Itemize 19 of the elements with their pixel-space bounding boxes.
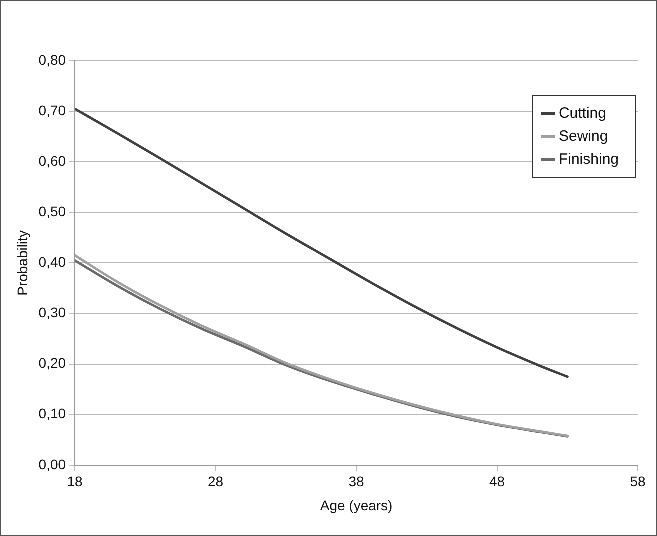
y-tick-label: 0,70 — [38, 102, 66, 118]
x-tick-label: 38 — [348, 474, 365, 490]
legend-label: Cutting — [558, 105, 606, 122]
y-tick-label: 0,40 — [38, 254, 66, 270]
x-tick-label: 48 — [489, 474, 506, 490]
y-tick-label: 0,60 — [38, 152, 66, 169]
x-tick-label: 28 — [208, 474, 224, 490]
legend-label: Finishing — [558, 151, 619, 168]
legend-label: Sewing — [558, 128, 608, 145]
y-axis-title: Probability — [14, 230, 30, 296]
y-tick-label: 0,00 — [38, 456, 66, 472]
y-tick-label: 0,20 — [38, 355, 66, 372]
x-tick-label: 58 — [630, 474, 646, 490]
y-tick-label: 0,10 — [38, 406, 66, 422]
y-tick-label: 0,50 — [38, 204, 66, 220]
y-tick-label: 0,30 — [38, 304, 66, 321]
x-axis-title: Age (years) — [320, 497, 393, 514]
y-tick-label: 0,80 — [38, 52, 66, 68]
x-tick-label: 18 — [67, 474, 84, 490]
